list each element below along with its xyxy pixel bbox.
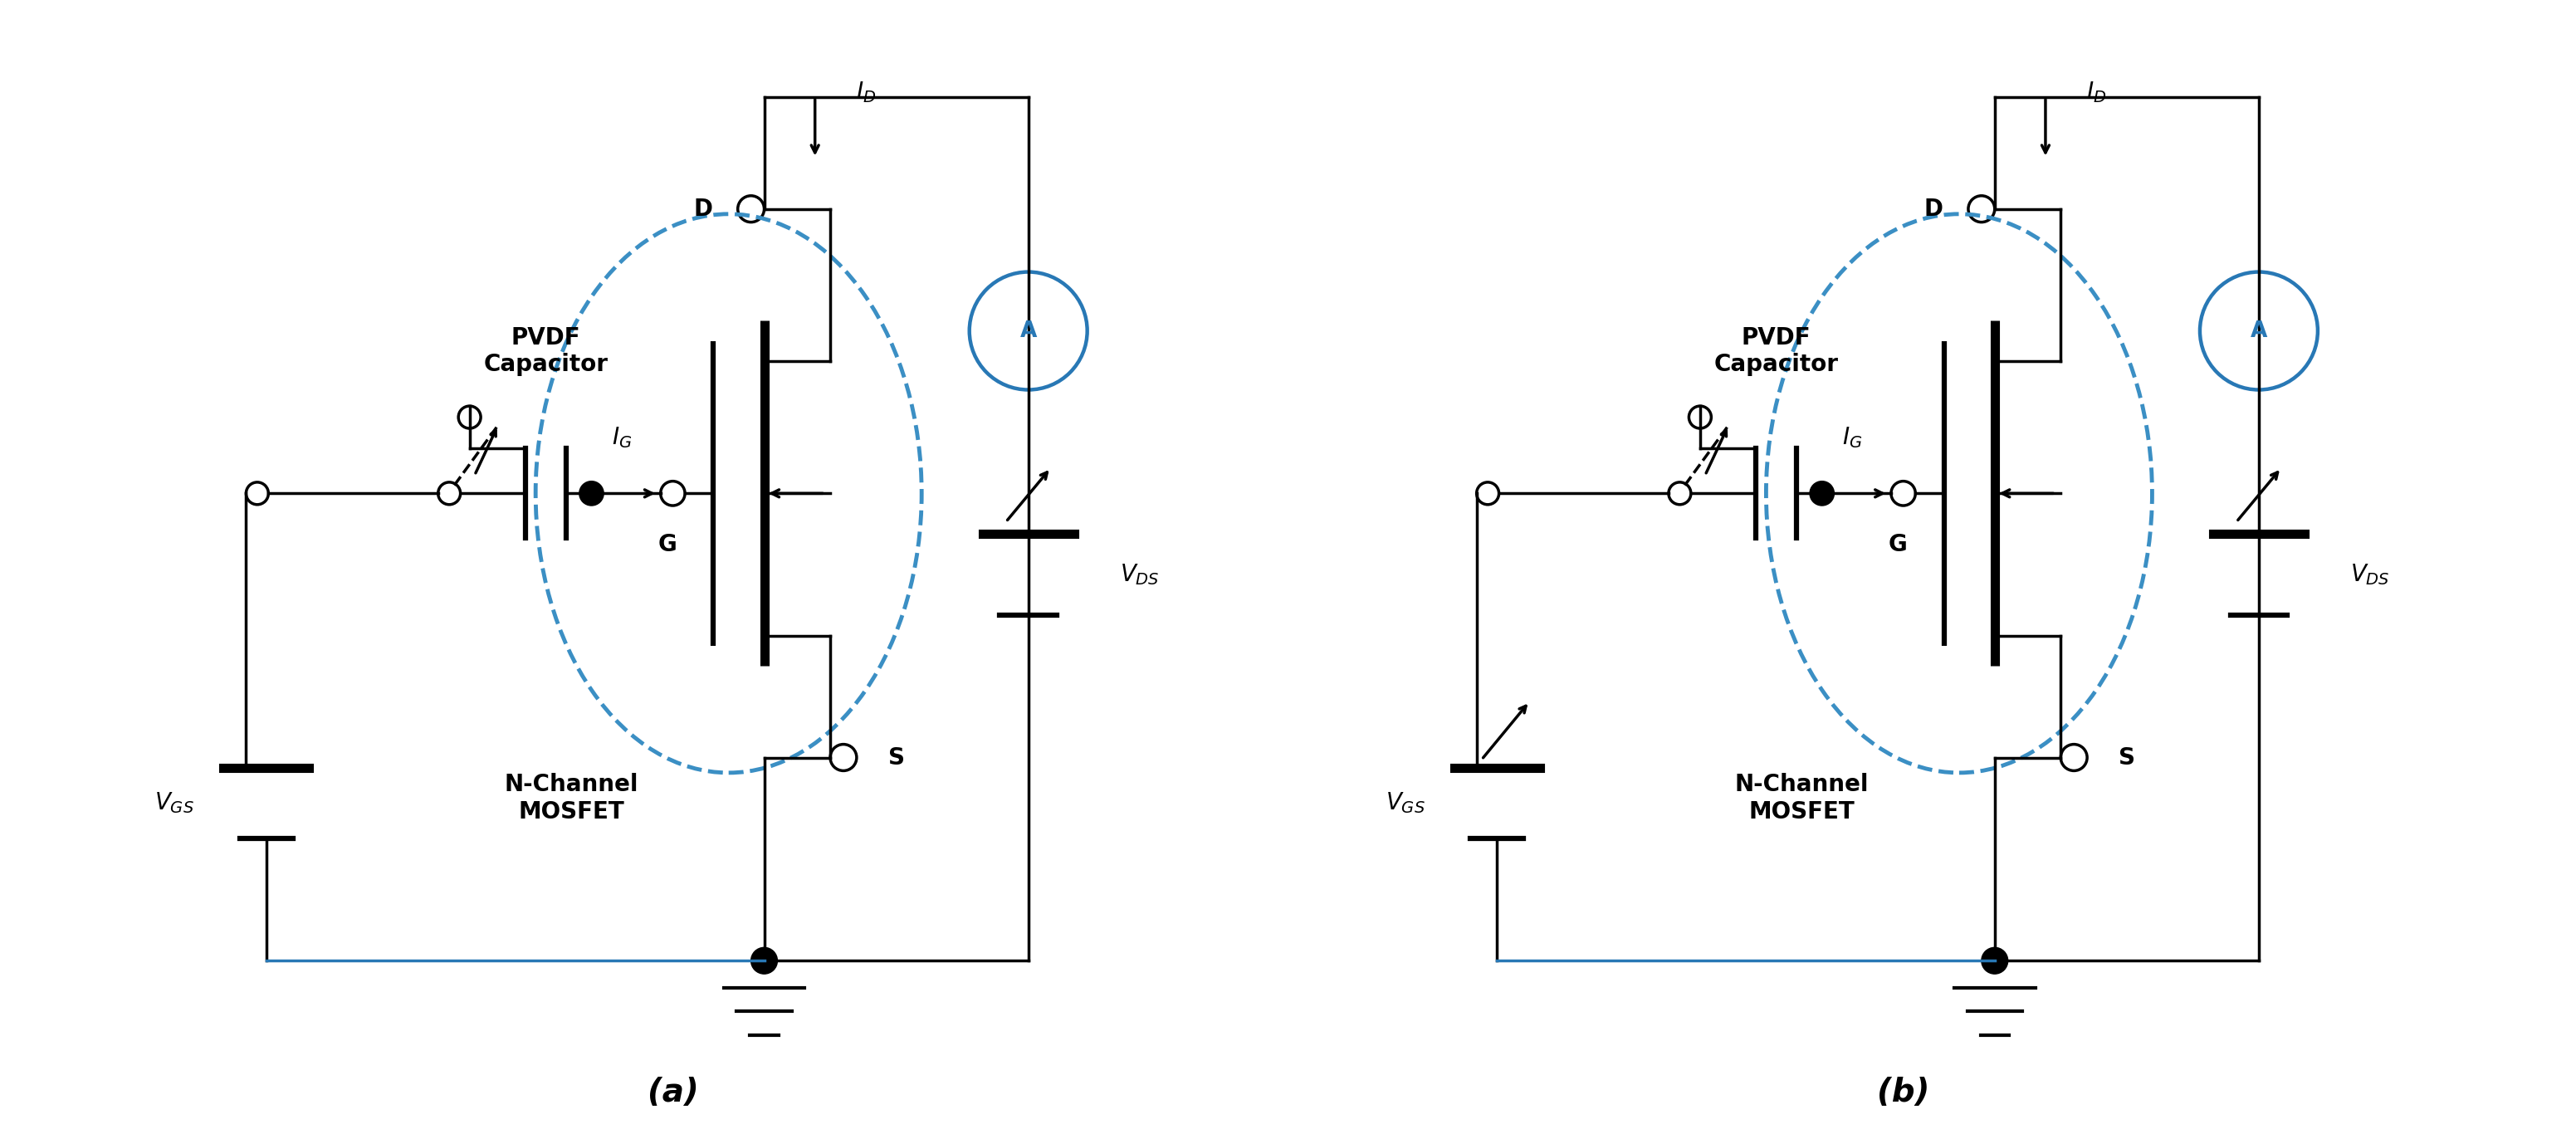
- Text: $V_{DS}$: $V_{DS}$: [2349, 562, 2391, 587]
- Text: $I_G$: $I_G$: [1842, 426, 1862, 449]
- Text: (b): (b): [1878, 1077, 1929, 1109]
- Text: D: D: [693, 198, 714, 220]
- Text: G: G: [659, 533, 677, 555]
- Text: $V_{GS}$: $V_{GS}$: [1386, 790, 1425, 815]
- Circle shape: [580, 481, 603, 506]
- Text: $I_D$: $I_D$: [855, 80, 876, 105]
- Text: D: D: [1924, 198, 1942, 220]
- Text: PVDF
Capacitor: PVDF Capacitor: [1713, 326, 1839, 376]
- Text: S: S: [2117, 746, 2136, 769]
- Circle shape: [752, 947, 778, 974]
- Text: $V_{DS}$: $V_{DS}$: [1121, 562, 1159, 587]
- Circle shape: [1981, 947, 2007, 974]
- Text: $I_G$: $I_G$: [613, 426, 631, 449]
- Text: N-Channel
MOSFET: N-Channel MOSFET: [505, 773, 639, 823]
- Text: N-Channel
MOSFET: N-Channel MOSFET: [1734, 773, 1868, 823]
- Circle shape: [1811, 481, 1834, 506]
- Text: $V_{GS}$: $V_{GS}$: [155, 790, 193, 815]
- Text: $I_D$: $I_D$: [2087, 80, 2107, 105]
- Text: PVDF
Capacitor: PVDF Capacitor: [484, 326, 608, 376]
- Text: S: S: [889, 746, 904, 769]
- Text: A: A: [2251, 320, 2267, 342]
- Text: A: A: [1020, 320, 1036, 342]
- Text: G: G: [1888, 533, 1909, 555]
- Text: (a): (a): [647, 1077, 698, 1109]
